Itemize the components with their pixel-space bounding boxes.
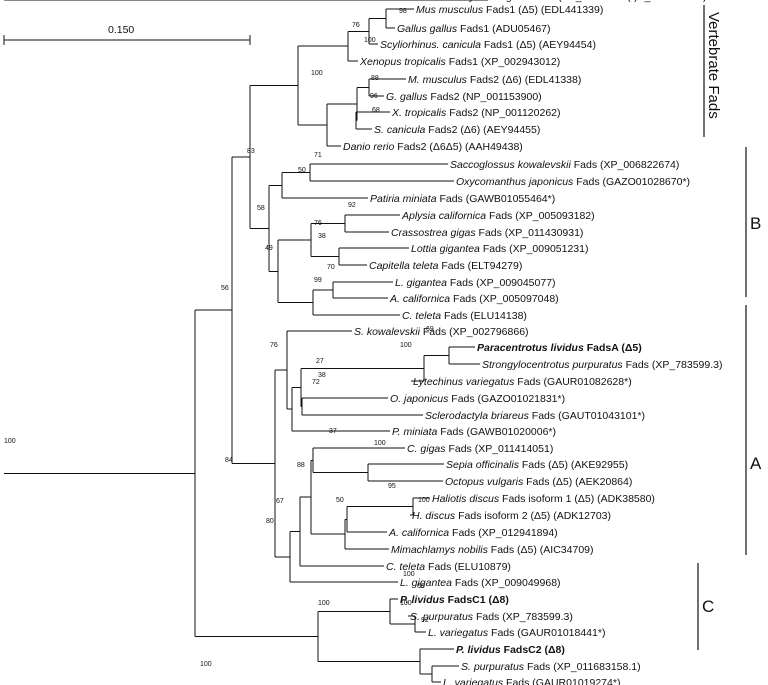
bootstrap-value: 71 (314, 152, 322, 159)
bootstrap-value: 92 (348, 202, 356, 209)
leaf-label: Paracentrotus lividus FadsA (Δ5) (477, 342, 642, 354)
bootstrap-value: 99 (314, 277, 322, 284)
bootstrap-value: 27 (316, 358, 324, 365)
leaf-label: Hydra vulgaris Fads (XP_002158999) (462, 0, 638, 3)
bootstrap-value: 98 (399, 8, 407, 15)
leaf-label: C. gigas Fads (XP_011414051) (407, 443, 553, 455)
group-vertebrate-bracket: Vertebrate Fads (703, 5, 722, 137)
bootstrap-value: 100 (200, 661, 212, 668)
leaf-label: Crassostrea gigas Fads (XP_011430931) (391, 227, 583, 239)
leaf-label: L. variegatus Fads (GAUR01018441*) (428, 627, 605, 639)
bootstrap-value: 80 (266, 518, 274, 525)
bootstrap-value: 37 (329, 428, 337, 435)
bootstrap-value: 49 (265, 245, 273, 252)
leaf-label: Aplysia californica Fads (XP_005093182) (401, 210, 595, 222)
bootstrap-value: 88 (371, 75, 379, 82)
leaf-label: Oxycomanthus japonicus Fads (GAZO0102867… (456, 176, 690, 188)
bootstrap-value: 67 (276, 498, 284, 505)
bootstrap-value: 95 (388, 483, 396, 490)
leaf-label: Danio rerio Fads2 (Δ6Δ5) (AAH49438) (343, 141, 523, 153)
leaf-label: P. miniata Fads (GAWB01020006*) (392, 426, 556, 438)
leaf-label: Gallus gallus Fads1 (ADU05467) (397, 23, 551, 35)
tree-branches (4, 0, 488, 683)
leaf-label: L. gigantea Fads (XP_009049968) (400, 577, 561, 589)
leaf-label: Patiria miniata Fads (GAWB01055464*) (370, 193, 555, 205)
group-a-label: A (750, 454, 762, 473)
leaf-label: O. japonicus Fads (GAZO01021831*) (390, 393, 565, 405)
leaf-label: Strongylocentrotus purpuratus Fads (XP_7… (482, 359, 722, 371)
bootstrap-value: 76 (352, 22, 360, 29)
leaf-label: C. teleta Fads (ELU14138) (402, 310, 527, 322)
leaf-label: Sepia officinalis Fads (Δ5) (AKE92955) (446, 459, 628, 471)
bootstrap-value: 100 (318, 600, 330, 607)
group-c-bracket: C (697, 563, 714, 650)
bootstrap-value: 38 (318, 233, 326, 240)
bootstrap-value: 76 (270, 342, 278, 349)
bootstrap-labels: 98 76 100 100 88 96 68 83 71 50 58 92 76 38 49 70 99 56 69… (4, 8, 434, 668)
leaf-label: Lottia gigantea Fads (XP_009051231) (411, 243, 588, 255)
leaf-label: X. tropicalis Fads2 (NP_001120262) (391, 107, 561, 119)
bootstrap-value: 100 (4, 438, 16, 445)
leaf-label: S. purpuratus Fads (XP_011683158.1) (461, 661, 641, 673)
leaf-label: Mimachlamys nobilis Fads (Δ5) (AIC34709) (391, 544, 594, 556)
leaf-label: A. californica Fads (XP_005097048) (389, 293, 559, 305)
leaf-label: Lytechinus variegatus Fads (GAUR01082628… (413, 376, 632, 388)
leaf-label: C. teleta Fads (ELU10879) (386, 561, 511, 573)
group-c-label: C (702, 597, 714, 616)
bootstrap-value: 92 (421, 617, 429, 624)
group-b-bracket: B (745, 147, 761, 297)
leaf-label: Capitella teleta Fads (ELT94279) (369, 260, 522, 272)
bootstrap-value: 100 (311, 70, 323, 77)
bootstrap-value: 100 (374, 440, 386, 447)
leaf-label: Scyliorhinus. canicula Fads1 (Δ5) (AEY94… (380, 39, 596, 51)
leaf-label: S. purpuratus Fads (XP_783599.3) (410, 611, 573, 623)
bootstrap-value: 50 (336, 497, 344, 504)
bootstrap-value: 66 (417, 583, 425, 590)
leaf-label: L. gigantea Fads (XP_009045077) (395, 277, 556, 289)
leaf-label: Xenopus tropicalis Fads1 (XP_002943012) (359, 56, 560, 68)
bootstrap-value: 68 (372, 107, 380, 114)
bootstrap-value: 69 (426, 326, 434, 333)
leaf-label: L. variegatus Fads (GAUR01019274*) (443, 677, 620, 685)
bootstrap-value: 83 (247, 148, 255, 155)
bootstrap-value: 100 (418, 497, 430, 504)
leaf-label: M. musculus Fads2 (Δ6) (EDL41338) (408, 74, 581, 86)
leaf-label: Octopus vulgaris Fads (Δ5) (AEK20864) (445, 476, 632, 488)
bootstrap-value: 72 (312, 379, 320, 386)
leaf-label: Nematostella vectensis Fads (XP_00164061… (490, 0, 707, 3)
bootstrap-value: 100 (400, 600, 412, 607)
bootstrap-value: 100 (400, 342, 412, 349)
group-b-label: B (750, 214, 761, 233)
leaf-label: Saccoglossus kowalevskii Fads (XP_006822… (450, 159, 679, 171)
leaf-labels: Mus musculus Fads1 (Δ5) (EDL441339) Gallu… (343, 0, 722, 685)
group-a-bracket: A (745, 305, 762, 555)
bootstrap-value: 100 (364, 37, 376, 44)
group-vertebrate-label: Vertebrate Fads (705, 12, 722, 119)
leaf-label: P. lividus FadsC2 (Δ8) (456, 644, 565, 656)
bootstrap-value: 50 (298, 167, 306, 174)
bootstrap-value: 56 (221, 285, 229, 292)
bootstrap-value: 70 (327, 264, 335, 271)
leaf-label: Haliotis discus Fads isoform 1 (Δ5) (ADK… (432, 493, 655, 505)
leaf-label: S. kowalevskii Fads (XP_002796866) (354, 326, 529, 338)
bootstrap-value: 58 (257, 205, 265, 212)
scale-bar-label: 0.150 (108, 24, 134, 36)
leaf-label: G. gallus Fads2 (NP_001153900) (386, 91, 542, 103)
leaf-label: S. canicula Fads2 (Δ6) (AEY94455) (374, 124, 540, 136)
leaf-label: Sclerodactyla briareus Fads (GAUT0104310… (425, 410, 645, 422)
leaf-label: P. lividus FadsC1 (Δ8) (400, 594, 509, 606)
leaf-label: H. discus Fads isoform 2 (Δ5) (ADK12703) (412, 510, 611, 522)
bootstrap-value: 100 (403, 571, 415, 578)
leaf-label: Mus musculus Fads1 (Δ5) (EDL441339) (416, 4, 603, 16)
bootstrap-value: 76 (314, 220, 322, 227)
bootstrap-value: 88 (297, 462, 305, 469)
bootstrap-value: 96 (370, 93, 378, 100)
scale-bar: 0.150 (3, 24, 251, 45)
leaf-label: A. californica Fads (XP_012941894) (388, 527, 558, 539)
bootstrap-value: 38 (318, 372, 326, 379)
bootstrap-value: 84 (225, 457, 233, 464)
